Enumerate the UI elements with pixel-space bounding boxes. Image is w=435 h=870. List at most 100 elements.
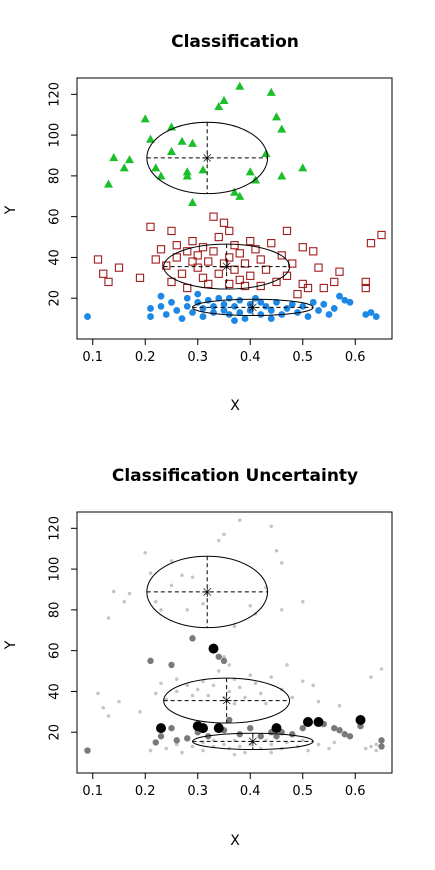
data-point-class2 bbox=[366, 239, 376, 248]
data-point-low-uncertainty bbox=[201, 748, 205, 753]
data-point-mid-uncertainty bbox=[336, 726, 343, 734]
data-point-class1 bbox=[262, 302, 270, 310]
y-tick-label: 20 bbox=[48, 724, 63, 741]
data-point-class1 bbox=[194, 290, 202, 298]
data-point-mid-uncertainty bbox=[168, 724, 175, 732]
data-point-mid-uncertainty bbox=[346, 733, 354, 740]
data-point-class1 bbox=[273, 298, 280, 306]
y-tick-label: 40 bbox=[48, 249, 63, 266]
data-point-low-uncertainty bbox=[190, 575, 195, 580]
data-point-class1 bbox=[252, 294, 259, 302]
data-point-class3 bbox=[214, 102, 224, 111]
data-point-class1 bbox=[225, 294, 233, 302]
data-point-class1 bbox=[183, 302, 191, 310]
data-point-low-uncertainty bbox=[363, 746, 368, 751]
data-point-class2 bbox=[167, 277, 176, 287]
data-point-low-uncertainty bbox=[185, 608, 190, 612]
y-tick-label: 100 bbox=[48, 123, 63, 148]
data-point-class2 bbox=[277, 251, 286, 260]
data-point-class3 bbox=[219, 95, 229, 105]
data-point-class2 bbox=[193, 251, 202, 260]
data-point-class2 bbox=[188, 236, 197, 246]
data-point-class1 bbox=[178, 315, 186, 323]
data-point-class2 bbox=[183, 247, 192, 256]
data-point-low-uncertainty bbox=[159, 608, 163, 612]
data-point-low-uncertainty bbox=[143, 550, 148, 555]
data-point-class3 bbox=[182, 167, 192, 176]
y-tick-label: 100 bbox=[48, 557, 63, 582]
data-point-class1 bbox=[210, 309, 217, 316]
data-point-class1 bbox=[84, 313, 91, 320]
data-point-class1 bbox=[147, 305, 154, 312]
data-point-class1 bbox=[210, 302, 217, 310]
data-point-class2 bbox=[230, 265, 239, 274]
data-point-class2 bbox=[261, 265, 271, 274]
data-point-low-uncertainty bbox=[153, 599, 158, 604]
data-point-mid-uncertainty bbox=[247, 724, 254, 732]
data-point-mid-uncertainty bbox=[378, 743, 385, 750]
data-point-class2 bbox=[282, 271, 292, 280]
data-point-class3 bbox=[277, 171, 287, 180]
cluster-center-marker: ✳ bbox=[221, 260, 233, 276]
y-tick-label: 60 bbox=[48, 208, 63, 225]
data-point-mid-uncertainty bbox=[236, 731, 243, 738]
data-point-low-uncertainty bbox=[148, 571, 153, 575]
data-point-low-uncertainty bbox=[174, 742, 179, 747]
data-point-low-uncertainty bbox=[279, 561, 284, 565]
data-point-class1 bbox=[325, 311, 333, 318]
data-point-low-uncertainty bbox=[180, 573, 184, 578]
data-point-class3 bbox=[261, 148, 271, 158]
data-point-class2 bbox=[188, 257, 197, 266]
data-point-class2 bbox=[172, 241, 181, 250]
data-point-high-uncertainty bbox=[156, 723, 166, 734]
data-point-low-uncertainty bbox=[227, 689, 232, 694]
cluster-center-marker: ✳ bbox=[247, 300, 259, 316]
data-point-low-uncertainty bbox=[243, 695, 247, 700]
data-point-low-uncertainty bbox=[195, 687, 200, 692]
data-point-low-uncertainty bbox=[101, 705, 106, 710]
data-point-class1 bbox=[220, 307, 228, 314]
data-point-class2 bbox=[209, 212, 218, 221]
data-point-mid-uncertainty bbox=[341, 731, 348, 738]
x-tick-label: 0.5 bbox=[292, 784, 313, 799]
data-point-high-uncertainty bbox=[313, 717, 324, 728]
cluster-center-marker: ✳ bbox=[201, 585, 213, 601]
data-point-class2 bbox=[240, 281, 250, 291]
data-point-class2 bbox=[330, 277, 339, 287]
data-point-class2 bbox=[172, 253, 181, 262]
data-point-class2 bbox=[235, 249, 244, 258]
y-axis: 20 40 60 80 100 120 bbox=[48, 516, 77, 741]
data-point-class1 bbox=[257, 311, 265, 318]
data-point-class3 bbox=[188, 197, 197, 206]
data-point-low-uncertainty bbox=[216, 669, 221, 673]
y-tick-label: 80 bbox=[48, 168, 63, 185]
data-point-low-uncertainty bbox=[222, 695, 226, 700]
data-point-class2 bbox=[198, 243, 208, 252]
data-point-class3 bbox=[125, 155, 134, 164]
data-point-class1 bbox=[236, 296, 244, 304]
chart-title: Classification Uncertainty bbox=[112, 466, 358, 486]
data-point-class2 bbox=[230, 241, 239, 250]
data-point-low-uncertainty bbox=[269, 750, 274, 755]
data-point-class3 bbox=[266, 87, 276, 96]
data-point-low-uncertainty bbox=[222, 532, 226, 537]
data-point-class1 bbox=[173, 307, 181, 314]
data-point-low-uncertainty bbox=[153, 691, 158, 696]
data-point-class2 bbox=[93, 255, 103, 264]
data-point-class2 bbox=[282, 226, 292, 236]
data-point-class3 bbox=[235, 191, 245, 200]
plot-frame bbox=[76, 77, 393, 340]
data-point-low-uncertainty bbox=[269, 524, 274, 529]
data-point-class3 bbox=[235, 81, 245, 90]
data-point-class1 bbox=[367, 309, 375, 316]
data-point-class1 bbox=[320, 300, 328, 308]
data-point-low-uncertainty bbox=[264, 701, 268, 706]
data-point-class2 bbox=[225, 253, 234, 262]
data-point-class2 bbox=[225, 226, 234, 236]
data-point-class2 bbox=[303, 283, 313, 293]
data-point-mid-uncertainty bbox=[299, 724, 306, 732]
data-point-low-uncertainty bbox=[232, 752, 237, 757]
data-point-mid-uncertainty bbox=[257, 733, 264, 740]
data-point-low-uncertainty bbox=[258, 691, 263, 696]
data-point-mid-uncertainty bbox=[157, 733, 165, 740]
